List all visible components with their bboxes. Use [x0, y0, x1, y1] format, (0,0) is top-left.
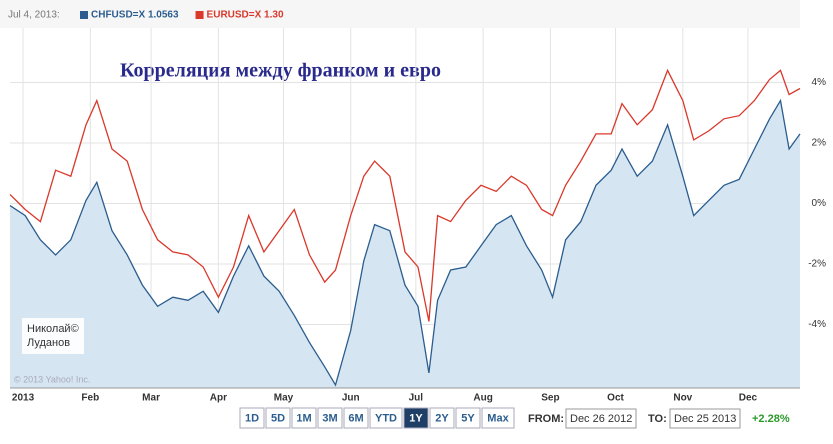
range-button-label[interactable]: 2Y [435, 412, 449, 424]
to-label: TO: [648, 413, 667, 425]
range-button-label[interactable]: YTD [375, 412, 397, 424]
x-tick-label: Nov [673, 393, 692, 404]
x-tick-label: Dec [739, 393, 758, 404]
change: +2.28% [752, 413, 790, 425]
annotation: Луданов [27, 337, 70, 349]
line [9, 98, 801, 387]
legend-swatch [80, 11, 88, 19]
range-button[interactable] [455, 407, 481, 429]
x-tick-label: Oct [607, 393, 624, 404]
x-tick-label: Apr [210, 393, 227, 404]
range-button[interactable] [481, 407, 515, 429]
x-tick-label: May [274, 393, 294, 404]
x-tick-label: Jul [409, 393, 424, 404]
annotation-box [22, 318, 84, 354]
line [9, 68, 801, 322]
legend-label: EURUSD=X 1.30 [207, 10, 284, 21]
x-tick-label: Mar [142, 393, 160, 404]
from-value[interactable]: Dec 26 2012 [570, 413, 632, 425]
range-button-label[interactable]: 3M [322, 412, 337, 424]
x-tick-label: 2013 [12, 393, 35, 404]
range-button-label[interactable]: Max [487, 412, 509, 424]
range-button-label[interactable]: 5Y [461, 412, 475, 424]
to-field[interactable] [669, 408, 741, 429]
y-tick-label: 0% [812, 198, 827, 209]
area [10, 100, 800, 388]
to-value[interactable]: Dec 25 2013 [674, 413, 736, 425]
x-tick-label: Sep [541, 393, 559, 404]
range-button[interactable] [265, 407, 291, 429]
range-button[interactable] [343, 407, 369, 429]
chart-title: Корреляция между франком и евро [120, 60, 441, 82]
x-tick-label: Feb [81, 393, 99, 404]
header-date: Jul 4, 2013: [8, 10, 60, 21]
range-button[interactable] [239, 407, 265, 429]
range-button[interactable] [429, 407, 455, 429]
legend-label: CHFUSD=X 1.0563 [91, 10, 179, 21]
y-tick-label: 4% [812, 77, 827, 88]
from-label: FROM: [528, 413, 564, 425]
legend-swatch [195, 11, 204, 19]
y-tick-label: -4% [808, 319, 826, 330]
x-tick-label: Aug [473, 393, 492, 404]
range-button[interactable] [291, 407, 317, 429]
range-button-label[interactable]: 1M [296, 412, 311, 424]
watermark: © 2013 Yahoo! Inc. [14, 374, 90, 384]
range-button-label[interactable]: 1D [245, 412, 259, 424]
range-button-label[interactable]: 1Y [409, 412, 423, 424]
header-bar [0, 0, 800, 28]
range-button[interactable] [317, 407, 343, 429]
range-button-label[interactable]: 6M [348, 412, 363, 424]
y-tick-label: 2% [812, 138, 827, 149]
y-tick-label: -2% [808, 259, 826, 270]
range-button[interactable] [403, 407, 429, 429]
range-button-label[interactable]: 5D [271, 412, 285, 424]
x-tick-label: Jun [342, 393, 360, 404]
range-button[interactable] [369, 407, 403, 429]
annotation: Николай© [27, 323, 79, 335]
from-field[interactable] [565, 408, 637, 429]
